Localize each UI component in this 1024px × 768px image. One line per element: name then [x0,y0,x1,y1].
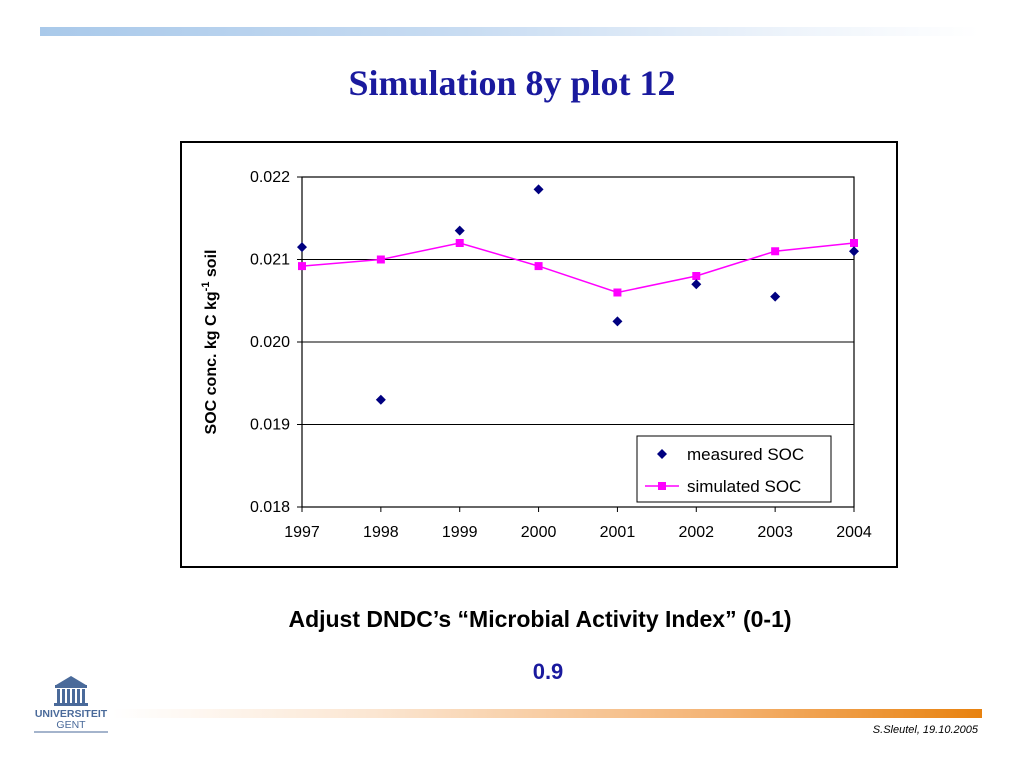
simulated-soc-point [534,262,543,271]
parameter-value: 0.9 [532,659,564,684]
measured-soc-point [612,316,623,327]
y-tick-label: 0.019 [250,417,290,434]
x-tick-label: 2000 [521,524,557,541]
x-tick-label: 2002 [678,524,714,541]
simulated-soc-point [455,239,464,247]
y-tick-label: 0.022 [250,169,290,186]
x-tick-label: 2004 [836,524,872,541]
footer-credit: S.Sleutel, 19.10.2005 [872,724,978,736]
simulated-soc-point [298,262,306,271]
measured-soc-point [297,242,307,253]
logo-text-line1: UNIVERSITEIT [35,708,108,720]
universiteit-gent-logo: UNIVERSITEIT GENT [34,676,108,733]
y-tick-label: 0.018 [250,499,290,516]
slide-title: Simulation 8y plot 12 [348,63,676,103]
simulated-soc-point [613,288,622,297]
slide-subtitle: Adjust DNDC’s “Microbial Activity Index”… [288,606,792,632]
measured-soc-point [849,246,859,257]
logo-text-line2: GENT [56,719,86,731]
x-tick-label: 1999 [442,524,478,541]
soc-chart: 0.018 0.019 0.020 0.021 0.022 1997 1998 1999 200… [200,169,872,541]
measured-soc-point [770,291,781,302]
x-tick-label: 2003 [757,524,793,541]
measured-soc-point [454,225,465,236]
top-decorative-bar [40,27,980,36]
simulated-soc-point [692,272,701,280]
y-axis-label: SOC conc. kg C kg-1 soil [200,250,220,435]
simulated-soc-point [771,247,780,256]
legend-simulated-marker [658,482,666,490]
legend-measured-label: measured SOC [687,445,804,464]
simulated-soc-line [301,242,855,294]
measured-soc-point [375,394,386,405]
simulated-soc-point [376,255,385,264]
chart-frame: 0.018 0.019 0.020 0.021 0.022 1997 1998 1999 200… [180,141,898,568]
legend-measured-marker [657,449,667,459]
measured-soc-point [691,279,702,290]
x-tick-label: 1998 [363,524,399,541]
simulated-soc-point [850,239,858,247]
y-tick-label: 0.020 [250,334,290,351]
x-tick-label: 2001 [600,524,636,541]
bottom-decorative-bar [112,709,982,718]
legend-simulated-label: simulated SOC [687,477,801,496]
measured-soc-point [533,184,544,195]
y-tick-label: 0.021 [250,252,290,269]
x-tick-label: 1997 [284,524,320,541]
legend-box [636,435,832,503]
